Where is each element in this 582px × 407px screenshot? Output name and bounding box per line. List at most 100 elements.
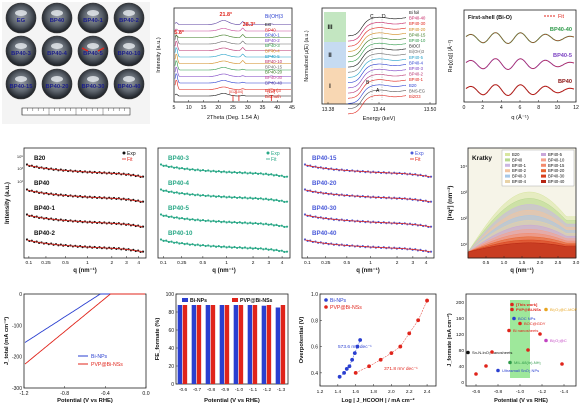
x-tick-label: 3 [125, 260, 128, 266]
legend-entry: BP40-20 [265, 70, 283, 75]
x-tick-label: -0.8 [60, 391, 69, 397]
x-tick-label: 3 [412, 260, 415, 266]
y-tick-label: 0 [171, 382, 174, 388]
data-point [512, 316, 516, 321]
legend-entry: BP40-40 [265, 80, 283, 85]
legend-swatch [232, 298, 238, 302]
legend-entry: Bi2O3 [409, 94, 421, 99]
x-tick-label: -1.0 [516, 389, 525, 395]
kratky-chart-panel: 0.5 1.0 1.5 2.0 2.5 3.0 q (nm⁻¹) [I×q²] (nm⁻²) 1… [444, 144, 580, 276]
xanes-series-line [347, 32, 407, 52]
x-tick-label: 2 [481, 105, 484, 111]
x-tick-label: 45 [289, 105, 295, 111]
dish [77, 35, 109, 67]
x-tick-label: -0.8 [207, 387, 216, 393]
x-tick-label: 0.1 [304, 260, 311, 266]
xrd-series-line [174, 20, 291, 25]
y-axis-label: Intensity (a.u.) [4, 182, 11, 224]
exafs-chart-panel: 0 2 4 6 8 10 12 q (Å⁻¹) Re[χ(q)] (Å⁻²) First-shel… [444, 2, 580, 124]
series-label: BP40-20 [312, 180, 337, 187]
x-tick-label: 15 [201, 105, 207, 111]
legend-entry: BP40-1 [265, 33, 280, 38]
x-axis-label: q (nm⁻¹) [356, 267, 380, 274]
series-label: BP40-3 [168, 155, 190, 162]
data-point [466, 350, 470, 355]
saxs1-chart-panel: 0.1 0.25 0.5 1 2 3 4 q (nm⁻¹) Intensity (a.u.) Ex… [2, 144, 150, 276]
fe-bar [280, 303, 286, 384]
region-label: III [327, 25, 332, 31]
data-point [526, 348, 530, 352]
region-label: II [328, 53, 332, 59]
dish [41, 2, 73, 34]
legend-entry: BP40 [265, 27, 276, 32]
legend-box [501, 149, 575, 187]
x-tick-label: 2.0 [388, 389, 395, 395]
y-tick-label: -300 [12, 386, 22, 392]
data-point [508, 360, 512, 365]
legend-swatch [505, 174, 510, 178]
data-point [510, 302, 514, 307]
dish-highlight [123, 10, 135, 16]
fit-line [26, 214, 144, 228]
legend-swatch [541, 153, 546, 156]
legend-entry: Bi foil [409, 10, 419, 15]
y-tick-label: 0.8 [311, 318, 318, 324]
dish [113, 35, 145, 67]
x-tick-label: 40 [274, 105, 280, 111]
fe-bar-chart-panel: 0 20 40 60 80 100 -0.6 -0.7 -0.8 -0.9 -1.0 -1.1 -1.2… [152, 290, 294, 405]
x-tick-label: 10 [554, 105, 560, 111]
y-tick-label: 120 [456, 332, 464, 338]
y-tick-label: 10² [461, 216, 468, 221]
y-tick-label: 10³ [17, 166, 23, 171]
xrd-series-line [174, 47, 291, 58]
benchmark-chart: -0.6 -0.8 -1.0 -1.2 -1.4 0 40 80 120 160 200 Potent… [447, 293, 578, 404]
legend-entry: Exp [271, 151, 280, 157]
region-label: I [329, 84, 331, 90]
legend-entry: BP40-30 [409, 21, 426, 26]
y-tick-label: 10¹ [17, 179, 23, 184]
legend-swatch [324, 298, 328, 302]
plot-frame [465, 293, 577, 387]
fe-bar [205, 302, 211, 384]
peak-label: 21.8° [220, 12, 233, 18]
plot-frame [23, 293, 147, 389]
x-tick-label: 0.5 [200, 260, 207, 266]
x-tick-label: 0.5 [483, 260, 490, 266]
x-axis-label: Potential (V vs RHE) [204, 398, 260, 404]
y-tick-label: 200 [456, 300, 464, 306]
y-tick-label: 0 [19, 292, 22, 298]
dish-label: BP40-20 [46, 84, 69, 90]
xanes-series-line [347, 58, 407, 78]
tafel-chart: 1.2 1.4 1.6 1.8 2.0 2.2 2.4 0.4 0.6 0.8 1.0 Log | J… [299, 292, 437, 404]
xanes-series-line [347, 74, 407, 94]
exafs-series-line [465, 84, 575, 97]
plot-frame [301, 147, 435, 259]
x-tick-label: 12 [573, 105, 579, 111]
xanes-series-line [347, 42, 407, 63]
xrd-series-line [174, 40, 291, 51]
legend-entry: BP40-4 [265, 49, 280, 54]
x-tick-label: 25 [230, 105, 236, 111]
x-tick-label: -1.4 [560, 389, 569, 395]
x-tick-label: -0.6 [179, 387, 188, 393]
x-tick-label: 4 [281, 260, 284, 266]
x-tick-label: 1 [369, 260, 372, 266]
y-axis-label: Normalized μ(E) (a.u.) [304, 30, 310, 81]
benchmark-label: [This work] [516, 302, 538, 307]
x-tick-label: 4 [500, 105, 503, 111]
annotation-label: Bi(OH)3 [265, 14, 283, 20]
series-label: BP40-15 [312, 155, 337, 162]
fit-line [160, 214, 288, 228]
fe-bar [233, 303, 239, 384]
dish-label: BP40-1 [83, 18, 103, 24]
fe-bar [182, 302, 188, 384]
legend-swatch [541, 180, 546, 183]
x-tick-label: 1.8 [370, 389, 377, 395]
benchmark-label: Bi₂O₂@C [550, 338, 567, 343]
legend-swatch [505, 180, 510, 183]
dish-highlight [87, 76, 99, 82]
legend-entry: Fit [271, 157, 277, 163]
y-tick-label: 20 [168, 364, 174, 370]
data-point [355, 344, 360, 349]
